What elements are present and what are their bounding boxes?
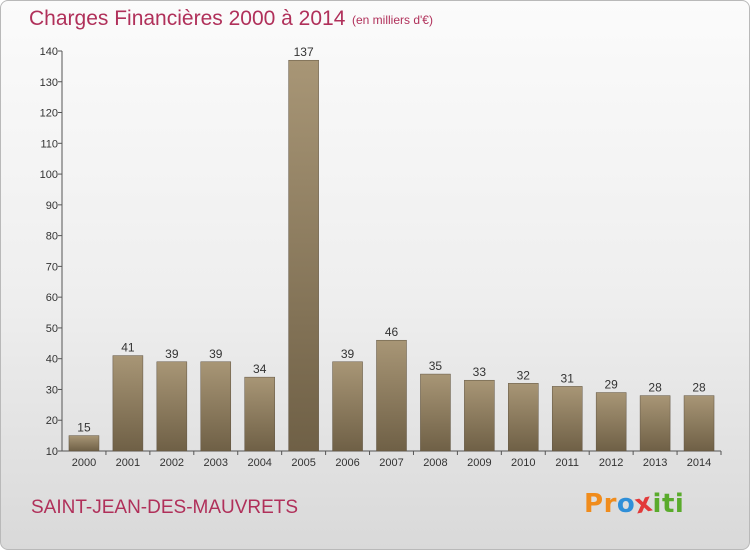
- proxiti-logo: Proxiti: [584, 488, 685, 521]
- bar-2011: [551, 386, 583, 452]
- logo-letter: i: [652, 489, 662, 519]
- data-label-2006: 39: [341, 347, 355, 361]
- y-tick-label: 70: [46, 261, 58, 273]
- x-axis: 2000 2001 2002 2003 2004 2005 2006 2007 2008 2009…: [62, 450, 722, 469]
- bar-2009: [464, 379, 495, 452]
- data-label-2004: 34: [253, 362, 267, 376]
- x-tick-label: 2014: [687, 457, 711, 469]
- chart-subtitle: (en milliers d'€): [352, 13, 433, 27]
- bar-2008: [420, 373, 451, 452]
- y-tick-label: 130: [40, 77, 58, 89]
- x-tick-label: 2011: [555, 457, 579, 469]
- bar-2014: [683, 395, 715, 452]
- x-tick-label: 2007: [379, 457, 403, 469]
- x-tick-label: 2004: [247, 457, 271, 469]
- data-label-2000: 15: [77, 421, 91, 435]
- logo-letter: i: [674, 489, 685, 519]
- y-tick-label: 20: [46, 415, 58, 427]
- y-tick-label: 90: [46, 200, 58, 212]
- y-axis: 10 20 30 40 50 60 70 80 90 100 110 120 130 140: [40, 46, 63, 458]
- x-tick-label: 2009: [467, 457, 491, 469]
- y-tick-label: 100: [40, 169, 58, 181]
- data-label-2009: 33: [473, 365, 487, 379]
- bar-2003: [200, 361, 232, 452]
- x-tick-label: 2008: [423, 457, 447, 469]
- data-label-2007: 46: [385, 325, 399, 339]
- data-label-2008: 35: [429, 359, 443, 373]
- x-tick-label: 2005: [291, 457, 315, 469]
- logo-letter: t: [661, 489, 675, 519]
- y-tick-label: 10: [46, 446, 58, 458]
- bar-2013: [639, 395, 671, 452]
- y-tick-label: 80: [46, 231, 58, 243]
- x-tick-label: 2001: [116, 457, 140, 469]
- y-tick-label: 40: [46, 354, 58, 366]
- data-label-2012: 29: [604, 378, 618, 392]
- y-tick-label: 50: [46, 323, 58, 335]
- commune-name: SAINT-JEAN-DES-MAUVRETS: [31, 497, 299, 518]
- data-label-2002: 39: [165, 347, 179, 361]
- y-tick-label: 60: [46, 292, 58, 304]
- chart-title: Charges Financières 2000 à 2014: [29, 7, 346, 30]
- bar-2007: [376, 339, 407, 452]
- bar-2006: [332, 361, 363, 452]
- x-tick-label: 2003: [204, 457, 228, 469]
- bar-2002: [156, 361, 188, 452]
- x-tick-label: 2002: [160, 457, 184, 469]
- y-tick-label: 30: [46, 384, 58, 396]
- x-tick-label: 2012: [599, 457, 623, 469]
- y-tick-label: 110: [40, 138, 58, 150]
- bar-2004: [244, 376, 275, 452]
- data-label-2014: 28: [692, 381, 706, 395]
- x-tick-label: 2000: [72, 457, 96, 469]
- x-tick-label: 2013: [643, 457, 667, 469]
- y-tick-label: 140: [40, 46, 58, 58]
- bar-2000: [68, 435, 100, 452]
- bar-2005: [288, 59, 319, 452]
- data-labels: 15 41 39 39 34 137 39 46 35 33 32 31 29 28 28: [77, 45, 706, 434]
- bar-series: [68, 59, 715, 452]
- data-label-2003: 39: [209, 347, 223, 361]
- data-label-2013: 28: [648, 381, 662, 395]
- logo-letter: P: [584, 489, 604, 519]
- logo-letter: o: [616, 489, 636, 519]
- x-tick-label: 2010: [511, 457, 535, 469]
- y-tick-label: 120: [40, 108, 58, 120]
- bar-2012: [595, 392, 627, 452]
- data-label-2010: 32: [517, 368, 531, 382]
- data-label-2011: 31: [561, 371, 575, 385]
- x-tick-label: 2006: [335, 457, 359, 469]
- data-label-2001: 41: [121, 341, 135, 355]
- bar-2010: [508, 383, 539, 452]
- bar-2001: [112, 355, 144, 452]
- logo-letter: r: [603, 489, 617, 519]
- data-label-2005: 137: [294, 45, 314, 59]
